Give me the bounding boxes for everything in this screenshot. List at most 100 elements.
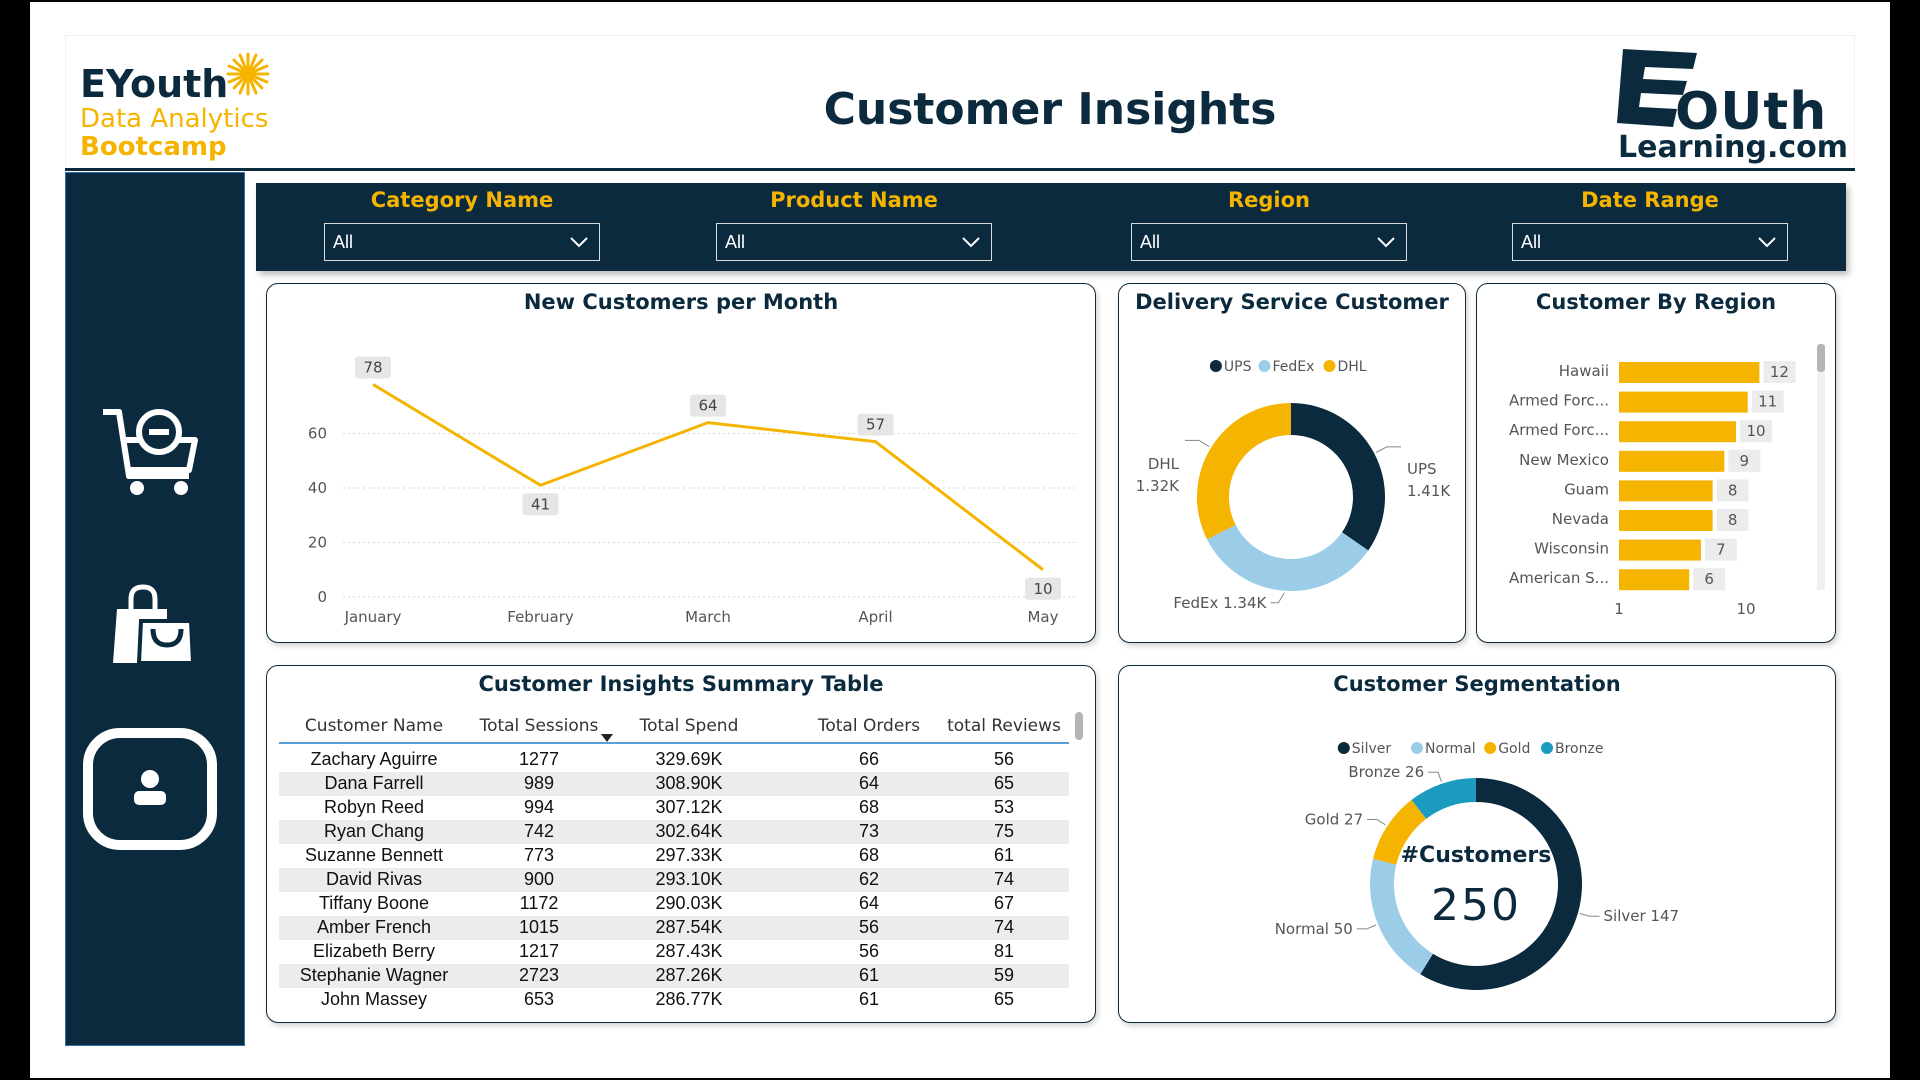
- category-dropdown[interactable]: All: [324, 223, 600, 261]
- table-cell: 1172: [519, 893, 559, 913]
- chevron-down-icon: [1758, 237, 1776, 248]
- chevron-down-icon: [1377, 237, 1395, 248]
- summary-table-card: Customer Insights Summary Table Customer…: [266, 665, 1096, 1023]
- slice-label: UPS: [1407, 460, 1437, 478]
- table-cell: 61: [858, 989, 880, 1009]
- legend-marker: [1323, 360, 1336, 372]
- delivery-donut-chart: UPS FedEx DHL UPS 1.41K DHL 1.32K FedEx 1.34K: [1136, 359, 1452, 612]
- table-row[interactable]: Zachary Aguirre 1277 329.69K 66 56: [279, 748, 1069, 772]
- table-row[interactable]: Robyn Reed 994 307.12K 68 53: [279, 796, 1069, 820]
- dropdown-value: All: [1140, 232, 1161, 252]
- segmentation-chart-title: Customer Segmentation: [1333, 672, 1621, 696]
- bar: [1619, 480, 1713, 502]
- leader-line: [1270, 592, 1285, 604]
- dropdown-value: All: [1521, 232, 1542, 252]
- y-tick-label: 0: [317, 588, 327, 606]
- bar-value-bg: [1740, 420, 1772, 443]
- table-cell: 290.03K: [655, 893, 723, 913]
- column-header-customer-name[interactable]: Customer Name: [304, 716, 444, 736]
- bar-value-label: 11: [1758, 393, 1777, 411]
- center-value: 250: [1431, 880, 1521, 931]
- column-header-total-reviews[interactable]: total Reviews: [947, 716, 1061, 736]
- bar-value-bg: [1716, 479, 1749, 502]
- slice-label: DHL: [1148, 455, 1180, 473]
- table-cell: 297.33K: [655, 845, 723, 865]
- table-cell: 64: [858, 893, 880, 913]
- segmentation-donut-chart: Silver Normal Gold Bronze #Customers 250 Silve…: [1275, 741, 1679, 990]
- table-cell: 56: [993, 749, 1015, 769]
- table-cell: Robyn Reed: [323, 797, 425, 817]
- table-row[interactable]: David Rivas 900 293.10K 62 74: [279, 868, 1069, 892]
- legend-label: UPS: [1224, 359, 1252, 375]
- page-title: Customer Insights: [823, 84, 1277, 135]
- table-scrollbar[interactable]: [1075, 712, 1083, 740]
- table-cell: 307.12K: [655, 797, 723, 817]
- data-label: 57: [857, 413, 894, 436]
- table-row[interactable]: Elizabeth Berry 1217 287.43K 56 81: [279, 940, 1069, 964]
- table-cell: 66: [858, 749, 880, 769]
- donut-slice-gold: [1373, 799, 1427, 865]
- bar-value-bg: [1693, 568, 1726, 591]
- data-label: 10: [1025, 577, 1061, 600]
- shopping-bag-icon[interactable]: [111, 583, 195, 667]
- table-cell: 59: [993, 965, 1015, 985]
- legend-marker: [1258, 360, 1271, 372]
- bar-category-label: Armed Forc...: [1509, 421, 1609, 439]
- bar-category-label: New Mexico: [1519, 451, 1609, 469]
- data-label-bg: [690, 394, 726, 417]
- table-row[interactable]: Amber French 1015 287.54K 56 74: [279, 916, 1069, 940]
- slice-label: Bronze 26: [1348, 763, 1424, 781]
- column-header-total-spend[interactable]: Total Spend: [639, 716, 739, 736]
- bar: [1619, 569, 1690, 591]
- column-header-total-sessions[interactable]: Total Sessions: [479, 716, 599, 736]
- bar-category-label: Nevada: [1552, 510, 1609, 528]
- brand-line-2: Bootcamp: [80, 132, 227, 162]
- bar-category-label: Guam: [1564, 480, 1609, 498]
- region-dropdown[interactable]: All: [1131, 223, 1407, 261]
- table-cell: 1217: [518, 941, 560, 961]
- table-cell: Zachary Aguirre: [310, 749, 438, 769]
- delivery-chart-title: Delivery Service Customer: [1135, 290, 1449, 314]
- y-tick-label: 60: [308, 425, 327, 443]
- column-header-total-orders[interactable]: Total Orders: [817, 716, 921, 736]
- table-row[interactable]: Ryan Chang 742 302.64K 73 75: [279, 820, 1069, 844]
- bar: [1619, 539, 1701, 561]
- leader-line: [1428, 771, 1442, 782]
- data-label: 64: [690, 394, 726, 417]
- date-range-dropdown[interactable]: All: [1512, 223, 1788, 261]
- table-cell: John Massey: [320, 989, 428, 1009]
- table-cell: 1277: [518, 749, 560, 769]
- table-cell: 329.69K: [655, 749, 723, 769]
- table-cell: Dana Farrell: [324, 773, 424, 793]
- table-row[interactable]: Tiffany Boone 1172 290.03K 64 67: [279, 892, 1069, 916]
- x-tick-label: 1: [1614, 600, 1624, 618]
- leader-line: [1579, 912, 1600, 917]
- table-cell: 74: [993, 917, 1015, 937]
- data-label: 41: [522, 493, 559, 516]
- sort-desc-icon[interactable]: [601, 734, 613, 744]
- table-row[interactable]: Suzanne Bennett 773 297.33K 68 61: [279, 844, 1069, 868]
- sidebar: [65, 172, 245, 1046]
- x-tick-label: April: [858, 608, 892, 626]
- table-row[interactable]: Stephanie Wagner 2723 287.26K 61 59: [279, 964, 1069, 988]
- table-cell: 56: [858, 941, 880, 961]
- brand-line-1: Data Analytics: [80, 104, 269, 134]
- bar-value-label: 8: [1728, 481, 1738, 499]
- bar-value-label: 6: [1704, 570, 1714, 588]
- table-row[interactable]: John Massey 653 286.77K 61 65: [279, 988, 1069, 1012]
- data-label-bg: [857, 413, 894, 436]
- donut-slice-fedex: [1207, 524, 1369, 591]
- filter-label: Category Name: [370, 188, 554, 212]
- table-cell: 773: [523, 845, 555, 865]
- user-icon[interactable]: [82, 727, 218, 851]
- cart-icon[interactable]: [101, 398, 201, 498]
- table-cell: David Rivas: [325, 869, 423, 889]
- region-chart-title: Customer By Region: [1535, 290, 1777, 314]
- table-row[interactable]: Dana Farrell 989 308.90K 64 65: [279, 772, 1069, 796]
- product-dropdown[interactable]: All: [716, 223, 992, 261]
- bar: [1619, 421, 1736, 443]
- table-cell: 1015: [518, 917, 560, 937]
- table-cell: 308.90K: [655, 773, 723, 793]
- table-cell: Tiffany Boone: [318, 893, 430, 913]
- filter-date-range: Date Range All: [1512, 183, 1788, 261]
